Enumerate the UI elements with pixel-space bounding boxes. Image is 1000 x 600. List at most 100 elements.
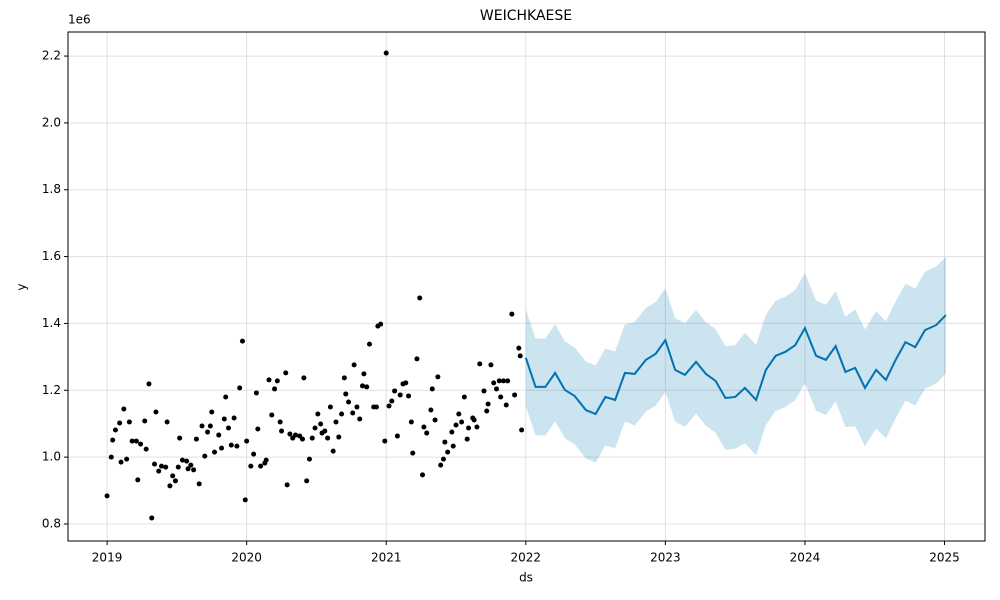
observed-point	[496, 378, 502, 384]
observed-point	[143, 446, 149, 452]
observed-point	[394, 433, 400, 439]
observed-point	[248, 463, 254, 469]
observed-point	[231, 415, 237, 421]
observed-point	[466, 425, 472, 431]
observed-point	[188, 462, 194, 468]
observed-point	[438, 462, 444, 468]
observed-point	[118, 459, 124, 465]
observed-point	[519, 427, 525, 433]
observed-point	[242, 497, 248, 503]
observed-point	[485, 401, 491, 407]
observed-point	[456, 411, 462, 417]
x-axis-label: ds	[519, 571, 533, 585]
observed-point	[330, 448, 336, 454]
observed-point	[360, 383, 366, 389]
observed-point	[474, 424, 480, 430]
observed-point	[146, 381, 152, 387]
observed-point	[244, 438, 250, 444]
observed-point	[505, 378, 511, 384]
observed-point	[459, 419, 465, 425]
observed-point	[184, 458, 190, 464]
observed-point	[386, 403, 392, 409]
observed-point	[221, 416, 227, 422]
observed-point	[389, 398, 395, 404]
x-tick-label: 2021	[371, 551, 402, 565]
observed-point	[216, 432, 222, 438]
y-tick-label: 2.0	[42, 115, 61, 129]
observed-point	[445, 449, 451, 455]
observed-point	[397, 392, 403, 398]
observed-point	[341, 375, 347, 381]
observed-point	[207, 423, 213, 429]
uncertainty-band	[525, 256, 946, 463]
observed-point	[464, 436, 470, 442]
observed-point	[112, 427, 118, 433]
observed-point	[104, 493, 110, 499]
observed-point	[429, 386, 435, 392]
observed-point	[179, 457, 185, 463]
observed-point	[346, 399, 352, 405]
observed-point	[159, 463, 165, 469]
observed-point	[471, 417, 477, 423]
observed-point	[410, 450, 416, 456]
observed-point	[284, 482, 290, 488]
x-tick-label: 2024	[790, 551, 821, 565]
chart-title: WEICHKAESE	[480, 8, 572, 24]
observed-point	[185, 466, 191, 472]
observed-point	[357, 416, 363, 422]
observed-point	[167, 483, 173, 489]
observed-point	[354, 404, 360, 410]
observed-point	[428, 407, 434, 413]
observed-point	[517, 353, 523, 359]
observed-point	[516, 345, 522, 351]
observed-point	[304, 478, 310, 484]
x-tick-label: 2020	[231, 551, 262, 565]
observed-point	[318, 421, 324, 427]
y-tick-label: 1.2	[42, 383, 61, 397]
observed-point	[421, 424, 427, 430]
observed-point	[493, 386, 499, 392]
x-tick-label: 2023	[650, 551, 681, 565]
observed-point	[408, 419, 414, 425]
observed-point	[156, 468, 162, 474]
observed-point	[121, 406, 127, 412]
observed-point	[129, 438, 135, 444]
observed-point	[420, 472, 426, 478]
observed-point	[133, 438, 139, 444]
observed-point	[237, 385, 243, 391]
x-tick-label: 2022	[511, 551, 542, 565]
observed-point	[258, 463, 264, 469]
y-offset-label: 1e6	[68, 13, 91, 27]
observed-point	[124, 456, 130, 462]
observed-point	[440, 456, 446, 462]
observed-point	[223, 394, 229, 400]
observed-point	[350, 410, 356, 416]
x-tick-label: 2019	[92, 551, 123, 565]
observed-point	[263, 457, 269, 463]
y-tick-label: 1.0	[42, 450, 61, 464]
observed-point	[199, 423, 205, 429]
observed-point	[484, 408, 490, 414]
observed-point	[164, 419, 170, 425]
observed-point	[152, 461, 158, 467]
observed-point	[351, 362, 357, 368]
observed-point	[209, 409, 215, 415]
observed-point	[110, 437, 116, 443]
observed-point	[239, 338, 245, 344]
observed-point	[212, 449, 218, 455]
observed-point	[343, 391, 349, 397]
observed-point	[333, 419, 339, 425]
observed-point	[135, 477, 141, 483]
observed-point	[196, 481, 202, 487]
observed-point	[108, 454, 114, 460]
observed-point	[449, 429, 455, 435]
observed-point	[491, 380, 497, 386]
observed-point	[163, 464, 169, 470]
observed-point	[293, 432, 299, 438]
observed-point	[383, 50, 389, 56]
observed-point	[228, 442, 234, 448]
observed-point	[322, 428, 328, 434]
observed-point	[477, 361, 483, 367]
observed-point	[406, 393, 412, 399]
observed-point	[442, 439, 448, 445]
